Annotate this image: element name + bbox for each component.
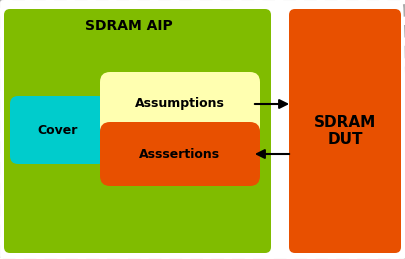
FancyBboxPatch shape: [100, 122, 259, 186]
Text: Assumptions: Assumptions: [135, 97, 224, 111]
FancyBboxPatch shape: [4, 9, 270, 253]
FancyBboxPatch shape: [10, 96, 106, 164]
Text: SDRAM AIP: SDRAM AIP: [85, 19, 172, 33]
FancyBboxPatch shape: [100, 72, 259, 136]
Text: SDRAM
DUT: SDRAM DUT: [313, 115, 375, 147]
Text: Cover: Cover: [38, 124, 78, 136]
Text: Asssertions: Asssertions: [139, 147, 220, 161]
FancyBboxPatch shape: [288, 9, 400, 253]
